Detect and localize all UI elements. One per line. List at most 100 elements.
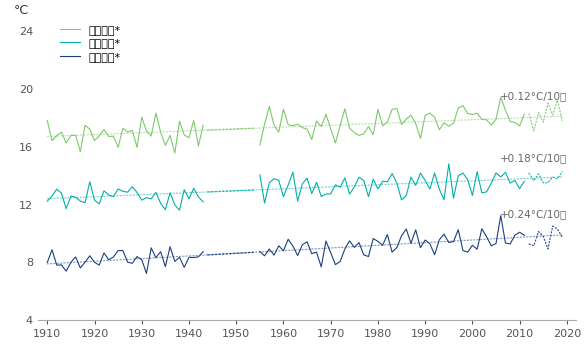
최저기온* xyxy=(195,144,202,148)
평균기온* xyxy=(44,260,51,265)
최고기온* xyxy=(157,201,164,205)
평균기온* xyxy=(68,260,75,265)
평균기온* xyxy=(86,254,93,258)
최저기온* xyxy=(115,145,122,149)
최저기온* xyxy=(176,119,183,124)
평균기온* xyxy=(119,248,126,253)
평균기온* xyxy=(195,255,202,259)
최고기온* xyxy=(143,196,150,200)
평균기온* xyxy=(181,265,188,269)
최저기온* xyxy=(133,145,141,149)
최고기온* xyxy=(190,186,197,190)
최저기온* xyxy=(138,115,145,119)
평균기온* xyxy=(63,269,70,273)
최저기온* xyxy=(58,130,65,134)
최고기온* xyxy=(119,189,126,193)
최고기온* xyxy=(162,208,169,212)
평균기온* xyxy=(138,258,145,262)
평균기온* xyxy=(166,245,173,249)
평균기온* xyxy=(77,266,84,270)
평균기온* xyxy=(96,263,103,267)
최저기온* xyxy=(119,126,126,130)
최고기온* xyxy=(58,191,65,195)
최고기온* xyxy=(91,198,98,202)
평균기온* xyxy=(91,260,98,264)
평균기온* xyxy=(124,260,131,264)
최저기온* xyxy=(86,127,93,131)
평균기온* xyxy=(152,256,159,260)
평균기온* xyxy=(101,251,108,255)
최고기온* xyxy=(148,197,155,201)
최저기온* xyxy=(152,111,159,115)
최저기온* xyxy=(185,136,192,140)
최저기온* xyxy=(53,134,60,138)
최고기온* xyxy=(171,203,178,207)
평균기온* xyxy=(105,258,112,262)
최고기온* xyxy=(72,195,79,199)
최저기온* xyxy=(96,134,103,138)
최고기온* xyxy=(138,198,145,202)
Text: +0.24°C/10년: +0.24°C/10년 xyxy=(500,210,567,220)
Line: 최고기온*: 최고기온* xyxy=(47,182,203,210)
최저기온* xyxy=(199,123,206,127)
Text: +0.18°C/10년: +0.18°C/10년 xyxy=(500,153,567,163)
최고기온* xyxy=(195,195,202,199)
평균기온* xyxy=(176,255,183,259)
Legend: 최저기온*, 최고기온*, 평균기온*: 최저기온*, 최고기온*, 평균기온* xyxy=(59,25,121,62)
최고기온* xyxy=(82,201,89,205)
최고기온* xyxy=(115,187,122,191)
최고기온* xyxy=(68,194,75,198)
최고기온* xyxy=(105,193,112,197)
Line: 최저기온*: 최저기온* xyxy=(47,113,203,153)
최저기온* xyxy=(143,129,150,133)
평균기온* xyxy=(72,255,79,259)
Line: 평균기온*: 평균기온* xyxy=(47,247,203,274)
최저기온* xyxy=(82,123,89,127)
최저기온* xyxy=(68,134,75,138)
평균기온* xyxy=(82,260,89,264)
평균기온* xyxy=(133,255,141,259)
최저기온* xyxy=(171,151,178,155)
평균기온* xyxy=(58,263,65,267)
최고기온* xyxy=(86,180,93,184)
최고기온* xyxy=(166,191,173,195)
최고기온* xyxy=(133,190,141,195)
최저기온* xyxy=(63,141,70,145)
최저기온* xyxy=(124,130,131,134)
최저기온* xyxy=(44,118,51,122)
평균기온* xyxy=(171,259,178,264)
최저기온* xyxy=(91,138,98,142)
평균기온* xyxy=(53,263,60,267)
최고기온* xyxy=(152,190,159,194)
평균기온* xyxy=(157,249,164,254)
최저기온* xyxy=(148,134,155,138)
최고기온* xyxy=(53,187,60,191)
최저기온* xyxy=(110,134,117,138)
평균기온* xyxy=(129,261,136,265)
최고기온* xyxy=(176,208,183,212)
최고기온* xyxy=(110,195,117,199)
평균기온* xyxy=(185,255,192,259)
최고기온* xyxy=(101,189,108,193)
최고기온* xyxy=(63,207,70,211)
평균기온* xyxy=(190,255,197,259)
최저기온* xyxy=(162,144,169,148)
최고기온* xyxy=(96,202,103,206)
Text: +0.12°C/10년: +0.12°C/10년 xyxy=(500,91,567,101)
Text: °C: °C xyxy=(14,4,29,17)
평균기온* xyxy=(115,248,122,253)
최고기온* xyxy=(44,199,51,203)
평균기온* xyxy=(143,272,150,276)
최고기온* xyxy=(48,194,55,198)
최고기온* xyxy=(124,190,131,194)
최저기온* xyxy=(181,133,188,137)
평균기온* xyxy=(148,246,155,250)
최고기온* xyxy=(77,199,84,203)
최저기온* xyxy=(129,128,136,132)
최저기온* xyxy=(190,118,197,122)
평균기온* xyxy=(162,265,169,269)
최고기온* xyxy=(129,185,136,189)
최저기온* xyxy=(157,130,164,135)
최저기온* xyxy=(72,133,79,137)
최저기온* xyxy=(48,139,55,143)
